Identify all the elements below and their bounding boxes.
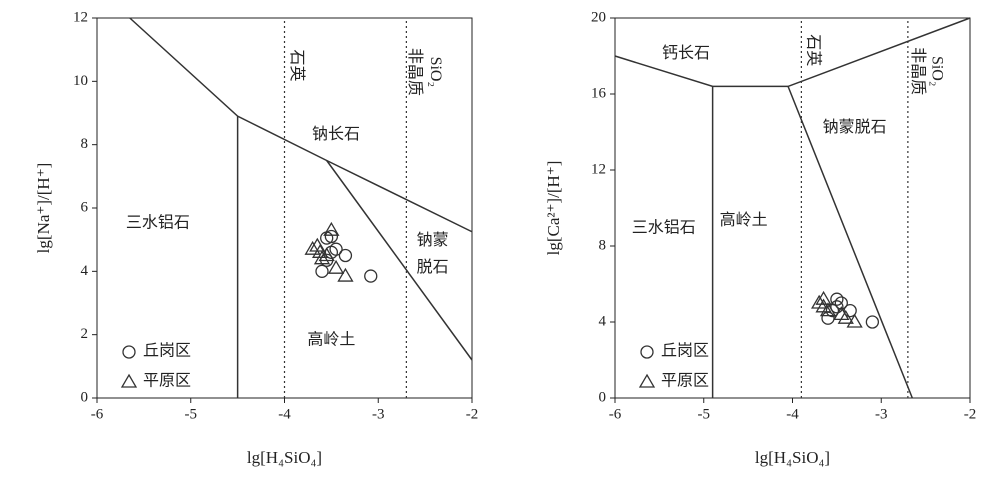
region-label: 高岭土 xyxy=(307,331,355,349)
legend-symbol xyxy=(120,373,138,388)
region-label: 脱石 xyxy=(417,258,449,276)
region-label: 三水铝石 xyxy=(632,219,696,237)
y-axis-label: lg[Na⁺]/[H⁺] xyxy=(34,163,53,254)
region-label: SiO₂ xyxy=(929,56,946,86)
circle-point xyxy=(865,315,880,329)
triangle-point xyxy=(815,298,832,313)
triangle-point xyxy=(815,290,832,305)
x-tick-label: -5 xyxy=(185,406,198,422)
legend-label: 平原区 xyxy=(661,373,709,390)
region-label: 石英 xyxy=(804,34,822,66)
triangle-point xyxy=(304,240,321,255)
triangle-point xyxy=(327,259,345,274)
x-tick-label: -4 xyxy=(786,406,799,422)
triangle-point xyxy=(311,244,329,258)
region-label: 钠蒙 xyxy=(417,231,449,249)
circle-point xyxy=(834,296,848,310)
legend-label: 平原区 xyxy=(143,373,191,390)
legend-label: 丘岗区 xyxy=(143,342,191,360)
region-label: 钙长石 xyxy=(662,44,710,62)
circle-point xyxy=(324,245,339,259)
x-axis-label: lg[H₄SiO₄] xyxy=(247,448,322,467)
x-tick-label: -5 xyxy=(698,406,711,422)
region-label: 非晶质 xyxy=(909,47,927,95)
y-tick-label: 0 xyxy=(81,389,89,405)
circle-point xyxy=(338,248,353,263)
y-tick-label: 0 xyxy=(599,389,607,405)
x-tick-label: -3 xyxy=(372,406,385,422)
region-label: 钠蒙脱石 xyxy=(823,118,887,136)
legend-symbol xyxy=(640,345,654,359)
triangle-point xyxy=(846,313,863,328)
legend-symbol xyxy=(122,345,136,359)
y-tick-label: 4 xyxy=(599,313,607,329)
legend-label: 丘岗区 xyxy=(661,342,709,360)
boundary-line xyxy=(326,160,473,361)
x-tick-label: -4 xyxy=(278,406,291,422)
triangle-point xyxy=(337,267,354,282)
y-tick-label: 8 xyxy=(81,136,89,152)
region-label: 石英 xyxy=(288,49,306,81)
y-tick-label: 12 xyxy=(591,161,606,177)
circle-point xyxy=(315,264,329,278)
x-axis-label: lg[H₄SiO₄] xyxy=(755,448,830,467)
circle-point xyxy=(843,303,857,318)
y-tick-label: 8 xyxy=(599,237,607,253)
y-axis-label: lg[Ca²⁺]/[H⁺] xyxy=(544,161,563,256)
circle-point xyxy=(825,303,840,318)
legend-symbol xyxy=(638,373,656,388)
y-tick-label: 16 xyxy=(591,85,607,101)
boundary-line xyxy=(129,17,473,233)
region-label: 钠长石 xyxy=(312,125,360,143)
x-tick-label: -3 xyxy=(875,406,888,422)
y-tick-label: 20 xyxy=(591,9,606,25)
x-tick-label: -6 xyxy=(91,406,104,422)
region-label: 非晶质 xyxy=(406,48,424,96)
region-label: 高岭土 xyxy=(720,211,768,229)
boundary-line xyxy=(614,17,971,88)
triangle-point xyxy=(323,221,340,236)
circle-point xyxy=(364,269,378,283)
x-tick-label: -2 xyxy=(964,406,977,422)
circle-point xyxy=(830,300,844,314)
region-label: SiO₂ xyxy=(427,57,444,87)
x-tick-label: -6 xyxy=(609,406,622,422)
circle-point xyxy=(830,292,844,306)
x-tick-label: -2 xyxy=(466,406,479,422)
triangle-point xyxy=(837,309,854,324)
y-tick-label: 10 xyxy=(73,73,88,89)
triangle-point xyxy=(819,302,837,317)
y-tick-label: 6 xyxy=(81,199,89,215)
y-tick-label: 12 xyxy=(73,9,88,25)
y-tick-label: 4 xyxy=(81,263,89,279)
y-tick-label: 2 xyxy=(81,326,89,342)
region-label: 三水铝石 xyxy=(126,214,190,232)
boundary-line xyxy=(787,86,914,399)
circle-point xyxy=(324,229,339,244)
